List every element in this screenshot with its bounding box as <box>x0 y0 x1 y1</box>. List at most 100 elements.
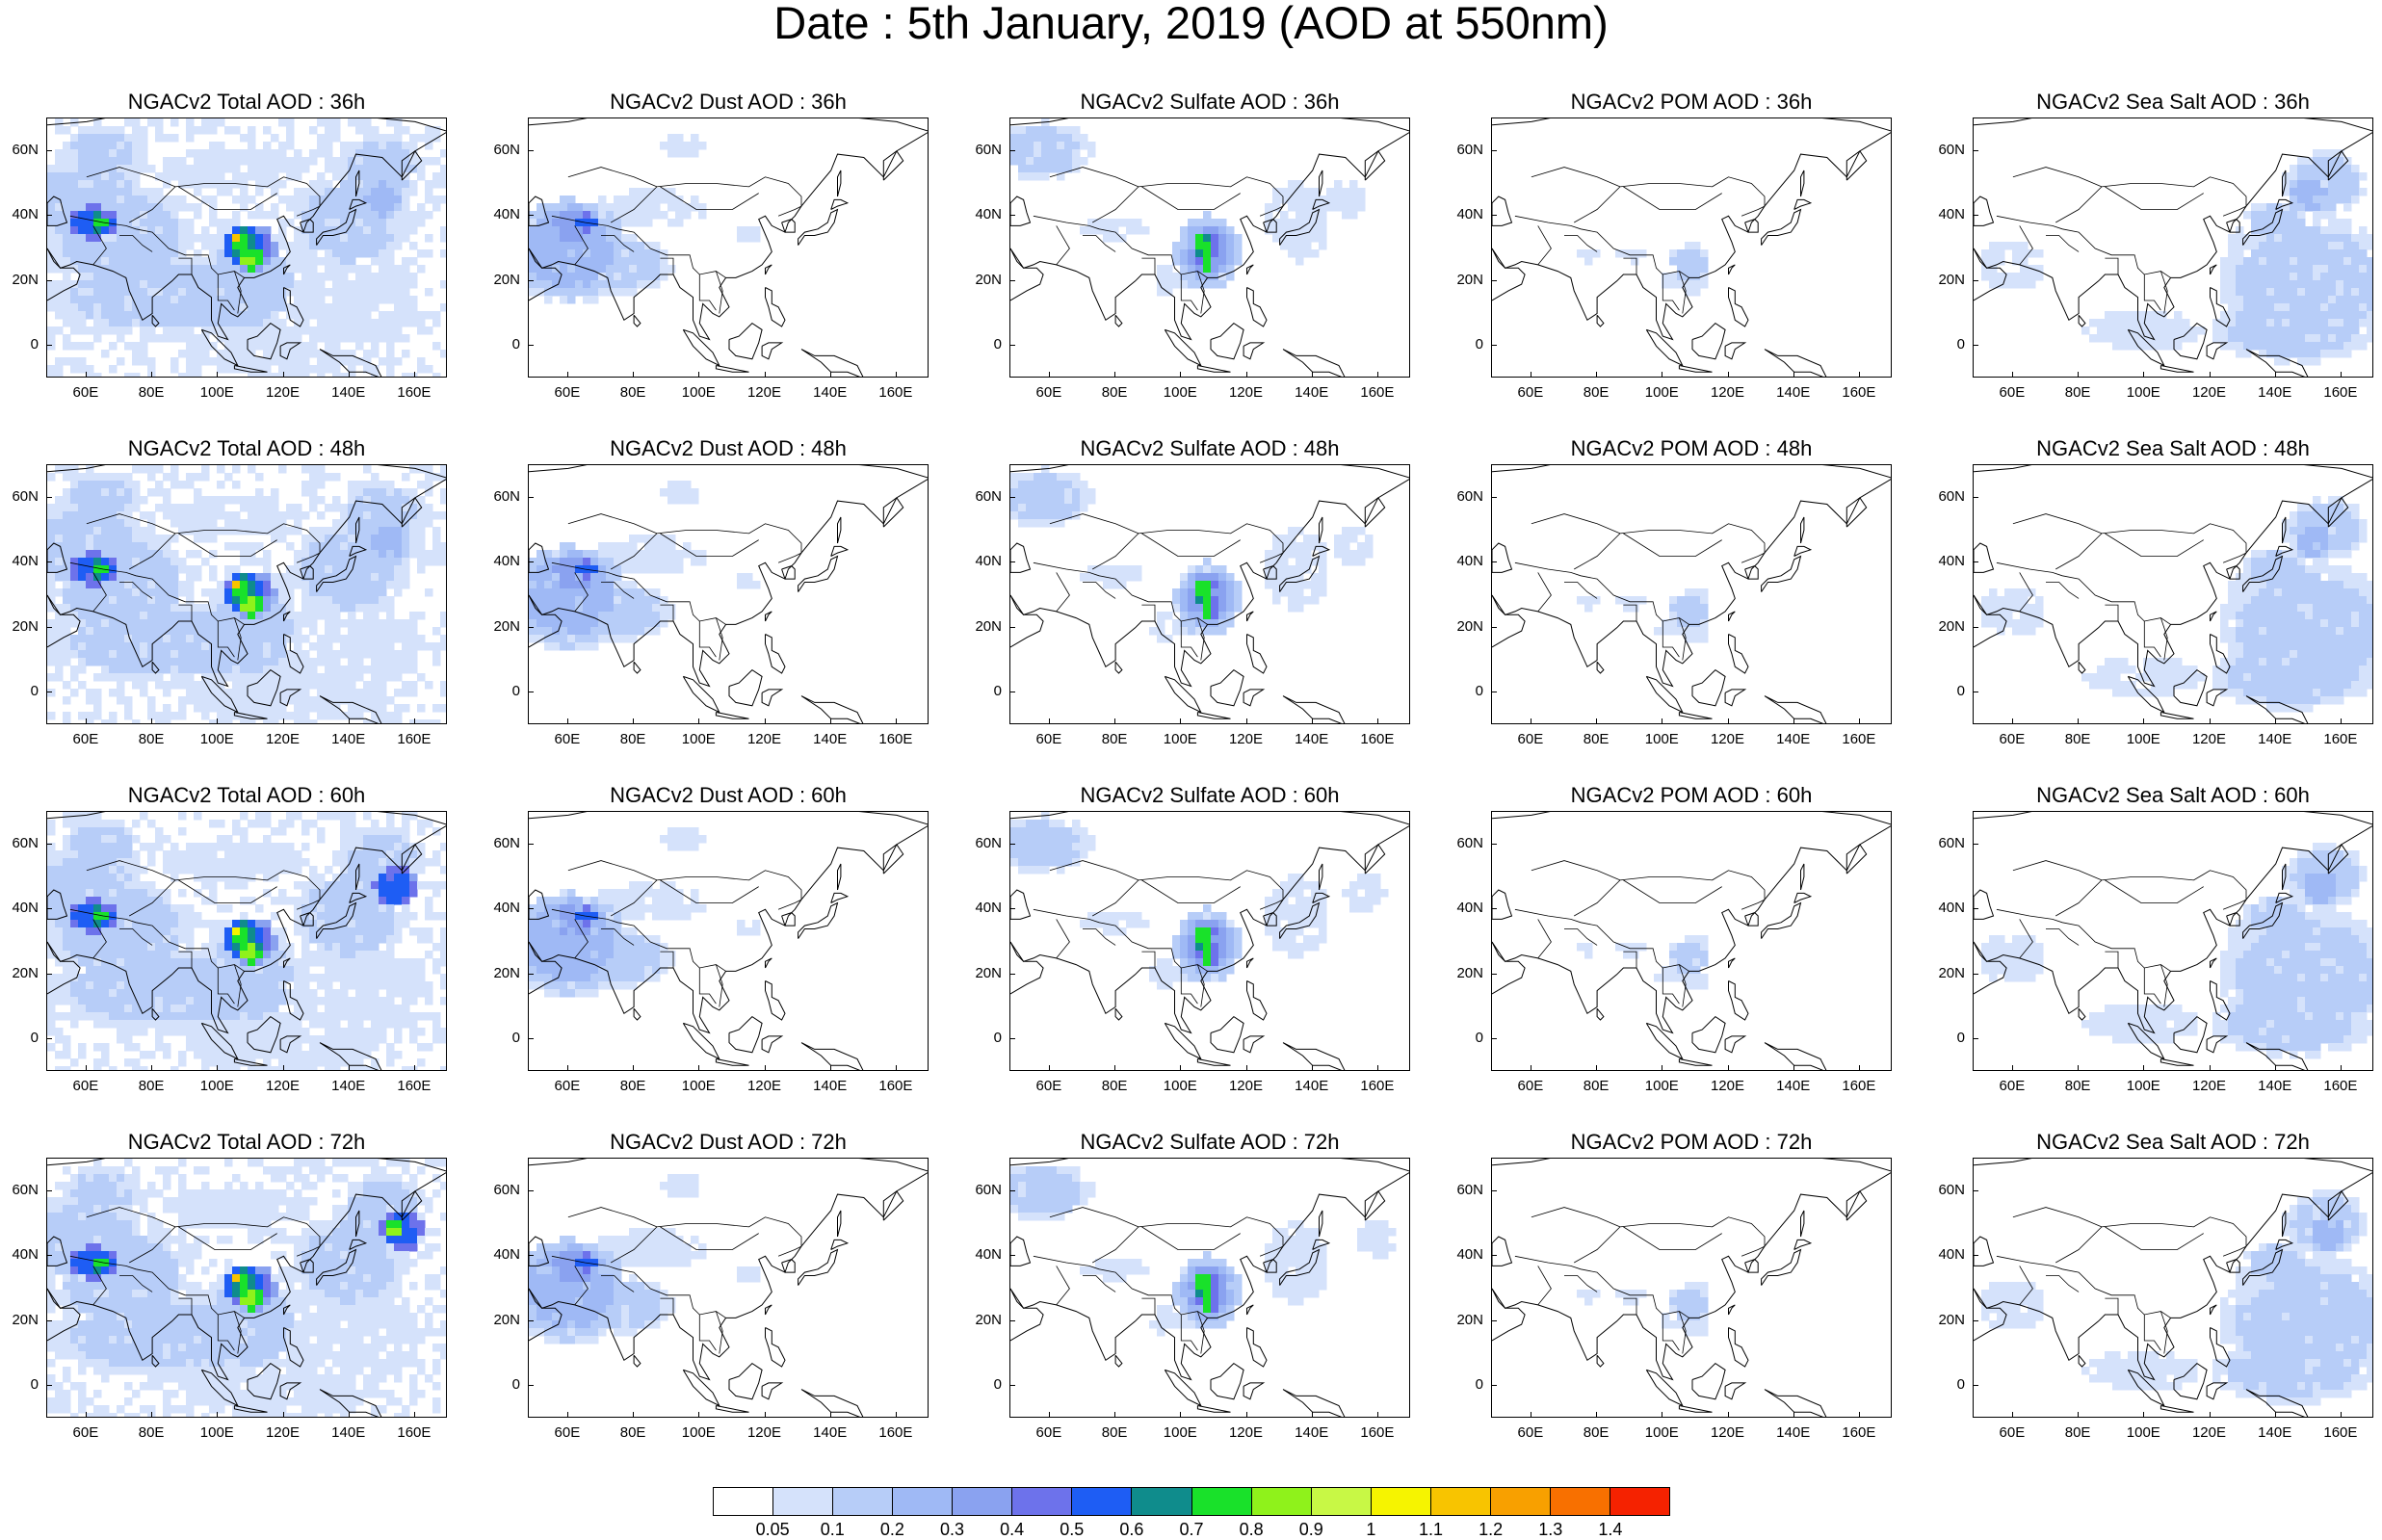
lat-tick <box>46 150 52 151</box>
aod-map <box>529 1159 929 1418</box>
lon-tick <box>765 1065 766 1071</box>
lon-tick-label: 120E <box>1222 732 1270 747</box>
lat-tick-label: 40N <box>963 554 1002 569</box>
panel-title: NGACv2 Dust AOD : 60h <box>528 782 929 809</box>
lon-tick <box>151 372 152 378</box>
lon-tick-label: 80E <box>1572 1079 1620 1094</box>
aod-map <box>1492 118 1892 378</box>
lat-tick <box>46 1320 52 1321</box>
aod-field <box>47 465 447 724</box>
lat-tick-label: 20N <box>963 619 1002 635</box>
lon-tick <box>1312 372 1313 378</box>
lon-tick-label: 160E <box>872 1079 920 1094</box>
aod-map <box>529 118 929 378</box>
colorbar-swatch <box>714 1488 773 1515</box>
panel-title: NGACv2 Total AOD : 72h <box>46 1129 447 1156</box>
lon-tick-label: 60E <box>1025 1425 1073 1441</box>
lon-tick-label: 160E <box>390 732 438 747</box>
panel-title: NGACv2 Sea Salt AOD : 48h <box>1973 435 2373 462</box>
aod-map <box>1974 1159 2373 1418</box>
panel-title: NGACv2 POM AOD : 36h <box>1491 89 1892 116</box>
aod-map <box>1974 118 2373 378</box>
lon-tick-label: 80E <box>127 732 175 747</box>
colorbar <box>713 1487 1670 1516</box>
aod-field <box>1981 149 2373 366</box>
lon-tick-label: 60E <box>1025 385 1073 401</box>
lon-tick <box>698 1412 699 1418</box>
map-frame <box>1491 811 1892 1071</box>
lon-tick-label: 80E <box>1090 1079 1139 1094</box>
aod-field <box>1577 242 1709 297</box>
lon-tick-label: 140E <box>1288 732 1336 747</box>
map-frame <box>1491 1158 1892 1418</box>
lon-tick-label: 100E <box>1156 1079 1204 1094</box>
lat-tick-label: 0 <box>0 1377 39 1393</box>
lat-tick-label: 40N <box>482 207 520 222</box>
lon-tick-label: 80E <box>1572 385 1620 401</box>
lat-tick <box>1973 280 1978 281</box>
aod-map <box>529 812 929 1071</box>
lat-tick <box>528 561 534 562</box>
lat-tick-label: 60N <box>1926 1183 1965 1198</box>
lon-tick <box>1793 1412 1794 1418</box>
lon-tick-label: 80E <box>1572 732 1620 747</box>
panel-title: NGACv2 Sea Salt AOD : 72h <box>1973 1129 2373 1156</box>
lon-tick <box>86 1065 87 1071</box>
lat-tick <box>528 974 534 975</box>
lon-tick-label: 120E <box>259 1079 307 1094</box>
lon-tick-label: 140E <box>1288 1079 1336 1094</box>
colorbar-swatch <box>1072 1488 1132 1515</box>
lat-tick-label: 20N <box>0 273 39 288</box>
lon-tick <box>633 718 634 724</box>
lat-tick-label: 60N <box>0 836 39 851</box>
map-frame <box>1973 1158 2373 1418</box>
lat-tick-label: 40N <box>0 554 39 569</box>
map-frame <box>46 811 447 1071</box>
panel-title: NGACv2 Total AOD : 60h <box>46 782 447 809</box>
colorbar-swatch <box>1252 1488 1312 1515</box>
lat-tick <box>1973 561 1978 562</box>
lat-tick-label: 40N <box>1926 207 1965 222</box>
aod-field <box>1577 1282 1709 1337</box>
colorbar-swatch <box>773 1488 833 1515</box>
lat-tick <box>46 844 52 845</box>
lat-tick-label: 60N <box>482 836 520 851</box>
lon-tick <box>698 372 699 378</box>
lon-tick-label: 80E <box>2054 1079 2102 1094</box>
lon-tick-label: 160E <box>1353 732 1401 747</box>
panel-title: NGACv2 Dust AOD : 72h <box>528 1129 929 1156</box>
lat-tick-label: 20N <box>1926 1313 1965 1328</box>
lon-tick-label: 60E <box>62 1079 110 1094</box>
lat-tick <box>1009 150 1015 151</box>
lon-tick <box>698 718 699 724</box>
lat-tick-label: 40N <box>963 207 1002 222</box>
lat-tick <box>46 974 52 975</box>
aod-field <box>47 812 447 1071</box>
lon-tick-label: 80E <box>2054 1425 2102 1441</box>
lon-tick-label: 60E <box>62 1425 110 1441</box>
lat-tick <box>1973 1255 1978 1256</box>
lon-tick-label: 140E <box>806 385 854 401</box>
aod-map <box>47 812 447 1071</box>
aod-map <box>1492 812 1892 1071</box>
lon-tick <box>1312 1065 1313 1071</box>
lat-tick <box>1973 1385 1978 1386</box>
lon-tick <box>217 1065 218 1071</box>
lat-tick <box>1491 1320 1497 1321</box>
lon-tick-label: 160E <box>1353 385 1401 401</box>
lat-tick-label: 60N <box>963 1183 1002 1198</box>
lon-tick-label: 140E <box>325 1079 373 1094</box>
lon-tick-label: 100E <box>193 1079 241 1094</box>
lon-tick-label: 60E <box>1988 385 2036 401</box>
lon-tick-label: 140E <box>2251 385 2299 401</box>
lat-tick-label: 40N <box>1445 207 1483 222</box>
lat-tick-label: 40N <box>963 901 1002 916</box>
lon-tick-label: 60E <box>543 385 591 401</box>
lon-tick <box>2078 372 2079 378</box>
lat-tick-label: 40N <box>482 1247 520 1263</box>
colorbar-swatch <box>1551 1488 1610 1515</box>
aod-field <box>47 118 447 378</box>
lon-tick <box>2341 1065 2342 1071</box>
